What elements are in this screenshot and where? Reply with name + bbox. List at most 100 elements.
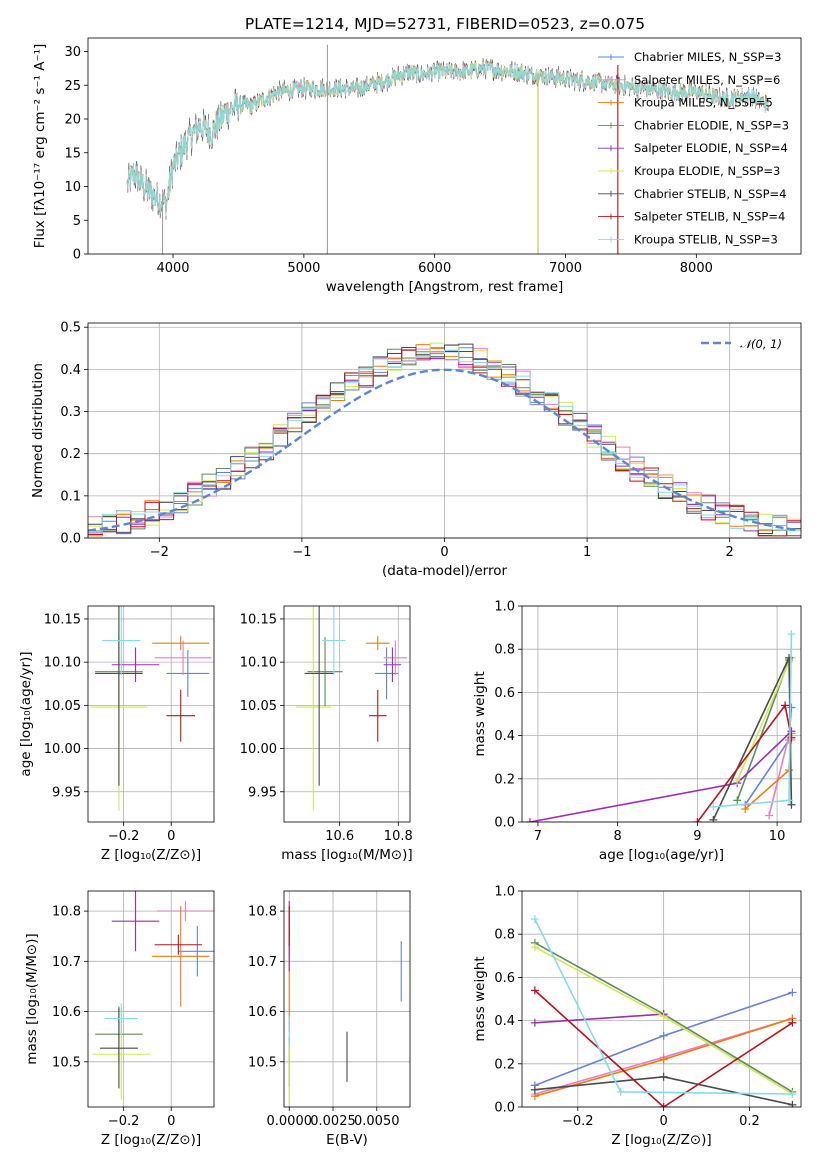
y-tick-label: 0.0 (494, 816, 515, 831)
plot-area (88, 342, 801, 537)
weight-marker-kroupa-elodie (659, 1012, 668, 1021)
x-axis-label: E(B-V) (326, 1132, 368, 1148)
y-tick-label: 10.8 (52, 905, 81, 920)
weight-line-salpeter-elodie (534, 1013, 664, 1024)
weight-marker-salpeter-stelib (693, 818, 702, 822)
errorbar-kroupa-stelib (104, 1003, 138, 1034)
y-tick-label: 0.4 (494, 729, 515, 744)
y-tick-label: 0.6 (494, 686, 515, 701)
errorbar-salpeter-elodie (383, 647, 402, 683)
y-tick-label: 0.1 (60, 489, 81, 504)
x-axis-label: age [log₁₀(age/yr)] (599, 847, 724, 863)
weight-marker-kroupa-elodie (530, 943, 539, 952)
y-tick-label: 0.8 (494, 928, 515, 943)
y-tick-label: 25 (64, 79, 81, 94)
errorbar-kroupa-elodie (295, 606, 331, 811)
x-tick-label: 10 (769, 829, 786, 844)
x-tick-label: 7000 (549, 261, 582, 276)
weight-marker-salpeter-stelib (530, 986, 539, 995)
y-tick-label: 0.2 (60, 447, 81, 462)
residual-histogram-panel: −2 −1 0 1 2 0.0 0.1 0.2 0.3 0.4 0.5 (data-model)/er… (30, 321, 802, 579)
y-tick-label: 15 (64, 146, 81, 161)
weight-vs-metallicity-panel: −0.2 0 0.2 0.0 0.2 0.4 0.6 0.8 1.0 Z [log₁₀(Z/Z⊙)… (472, 885, 802, 1148)
y-tick-label: 10.5 (248, 1055, 277, 1070)
x-tick-label: 0 (167, 1114, 175, 1129)
x-tick-label: 10.8 (384, 829, 413, 844)
errorbar-chabrier-stelib (95, 606, 143, 786)
mass-vs-metallicity-panel: −0.2 0 10.5 10.6 10.7 10.8 Z [log₁₀(Z/Z⊙)] mass… (24, 890, 215, 1148)
x-tick-label: −1 (292, 545, 311, 560)
y-tick-label: 1.0 (494, 600, 515, 615)
x-tick-label: −0.2 (108, 1114, 140, 1129)
x-axis-label: Z [log₁₀(Z/Z⊙)] (611, 1132, 711, 1148)
y-tick-label: 10.8 (248, 905, 277, 920)
y-tick-label: 1.0 (494, 885, 515, 900)
y-tick-label: 0.4 (60, 363, 81, 378)
errorbar-salpeter-stelib (368, 689, 387, 742)
errorbar-salpeter-stelib (166, 689, 195, 742)
x-tick-label: 0.0025 (310, 1114, 356, 1129)
y-axis-label: mass [log₁₀(M/M⊙)] (24, 933, 40, 1064)
y-tick-label: 0.2 (494, 772, 515, 787)
legend-label-kroupa-miles: Kroupa MILES, N_SSP=5 (634, 96, 773, 110)
weight-vs-age-panel: 7 8 9 10 0.0 0.2 0.4 0.6 0.8 1.0 age [log₁₀(age/yr… (472, 600, 802, 863)
x-tick-label: −0.2 (562, 1114, 594, 1129)
figure-title: PLATE=1214, MJD=52731, FIBERID=0523, z=0… (245, 15, 645, 33)
weight-line-salpeter-stelib (534, 989, 793, 1107)
weight-marker-salpeter-stelib (781, 701, 790, 710)
x-tick-label: 10.6 (325, 829, 354, 844)
weight-marker-chabrier-miles (788, 988, 797, 997)
plot-area (126, 44, 769, 254)
y-tick-label: 0 (73, 248, 81, 263)
y-tick-label: 10.15 (240, 612, 277, 627)
y-tick-label: 10.10 (44, 656, 81, 671)
y-tick-label: 0.4 (494, 1014, 515, 1029)
x-tick-label: 0.2 (739, 1114, 760, 1129)
weight-marker-chabrier-stelib (787, 800, 796, 809)
age-vs-mass-panel: 10.6 10.8 9.95 10.00 10.05 10.10 10.15 mass [lo… (240, 605, 413, 863)
x-axis-label: Z [log₁₀(Z/Z⊙)] (101, 1132, 201, 1148)
plot-area (92, 891, 214, 1100)
y-tick-label: 0.2 (494, 1057, 515, 1072)
x-tick-label: 0.0000 (267, 1114, 313, 1129)
x-tick-label: −2 (150, 545, 169, 560)
errorbar-salpeter-miles (383, 640, 408, 676)
x-axis-label: wavelength [Angstrom, rest frame] (326, 279, 564, 295)
legend-label-kroupa-stelib: Kroupa STELIB, N_SSP=3 (634, 232, 778, 246)
axes-frame (283, 605, 411, 823)
y-tick-label: 10.5 (52, 1055, 81, 1070)
plot-area (295, 606, 408, 811)
x-tick-label: 0 (440, 545, 448, 560)
axes-frame (87, 37, 802, 255)
weight-marker-chabrier-miles (659, 1031, 668, 1040)
x-tick-label: 8000 (680, 261, 713, 276)
axes-frame (521, 605, 802, 823)
y-tick-label: 0.0 (494, 1101, 515, 1116)
weight-marker-chabrier-miles (787, 703, 796, 712)
x-tick-label: 1 (583, 545, 591, 560)
plot-area (288, 901, 402, 1102)
axes-frame (87, 890, 215, 1108)
y-tick-label: 0.5 (60, 321, 81, 336)
legend-label-gaussian: 𝒩(0, 1) (740, 337, 782, 351)
legend-label-chabrier-elodie: Chabrier ELODIE, N_SSP=3 (634, 118, 789, 132)
y-tick-label: 10.7 (52, 955, 81, 970)
legend-label-salpeter-elodie: Salpeter ELODIE, N_SSP=4 (634, 141, 788, 155)
axes-frame (521, 890, 802, 1108)
residual-legend: 𝒩(0, 1) (701, 337, 782, 351)
x-axis-label: Z [log₁₀(Z/Z⊙)] (101, 847, 201, 863)
y-tick-label: 20 (64, 113, 81, 128)
y-tick-label: 0.3 (60, 405, 81, 420)
errorbar-kroupa-miles (152, 636, 210, 651)
x-tick-label: 0.0050 (354, 1114, 400, 1129)
x-axis-label: (data-model)/error (382, 563, 508, 579)
y-tick-label: 10.6 (52, 1005, 81, 1020)
errorbar-kroupa-stelib (102, 606, 141, 676)
x-tick-label: 9 (693, 829, 701, 844)
y-tick-label: 10.6 (248, 1005, 277, 1020)
y-tick-label: 5 (73, 214, 81, 229)
histogram-kroupa-elodie (88, 342, 801, 537)
y-tick-label: 0.6 (494, 971, 515, 986)
